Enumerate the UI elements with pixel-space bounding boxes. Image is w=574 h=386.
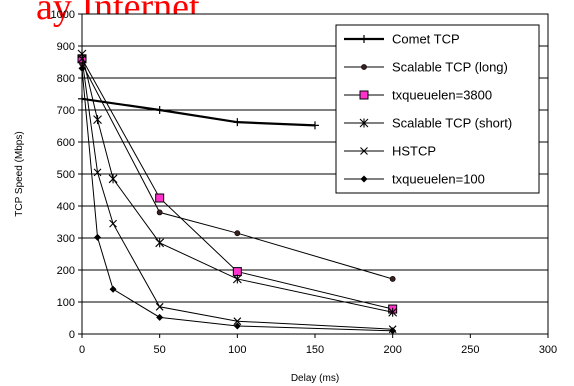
y-tick-label-700: 700 <box>57 105 75 117</box>
x-tick-label-200: 200 <box>383 344 401 356</box>
series-line-5 <box>81 68 393 332</box>
data-point-s3-3 <box>155 238 165 248</box>
data-point-s3-4 <box>232 274 242 284</box>
legend-marker-1 <box>361 64 367 70</box>
data-point-s4-2 <box>109 219 117 228</box>
x-tick-label-0: 0 <box>79 344 85 356</box>
data-point-s0-1 <box>155 106 164 114</box>
data-point-s4-1 <box>93 168 102 177</box>
data-point-s0-3 <box>311 121 319 130</box>
y-tick-label-800: 800 <box>57 73 75 85</box>
data-point-s5-5 <box>389 327 397 335</box>
legend-label-0: Comet TCP <box>392 32 460 47</box>
legend-marker-4 <box>360 147 368 155</box>
y-tick-label-600: 600 <box>57 137 75 149</box>
data-point-s1-3 <box>389 276 396 282</box>
y-tick-label-400: 400 <box>57 201 75 213</box>
data-point-s3-2 <box>108 174 118 184</box>
y-tick-label-0: 0 <box>69 329 75 341</box>
legend-label-3: Scalable TCP (short) <box>392 116 512 131</box>
data-point-s4-0 <box>78 54 86 63</box>
series-line-0 <box>81 97 316 127</box>
x-tick-label-300: 300 <box>539 344 557 356</box>
series-line-3 <box>81 53 393 313</box>
legend-label-5: txqueuelen=100 <box>392 172 485 187</box>
data-point-s5-3 <box>156 313 164 321</box>
data-point-s4-3 <box>155 302 164 311</box>
legend-label-1: Scalable TCP (long) <box>392 60 508 75</box>
legend-marker-2 <box>359 90 369 100</box>
data-point-s3-1 <box>93 115 102 125</box>
data-point-s5-2 <box>109 285 117 293</box>
series-line-2 <box>81 58 393 310</box>
data-point-s5-1 <box>94 233 102 241</box>
y-tick-label-100: 100 <box>57 297 75 309</box>
y-axis-ticks: 0 100 200 300 400 500 600 700 800 900 1000 <box>51 9 82 341</box>
x-axis-ticks: 0 50 100 150 200 250 300 <box>79 334 557 356</box>
y-tick-label-1000: 1000 <box>51 9 75 21</box>
y-axis-title: TCP Speed (Mbps) <box>14 131 25 216</box>
data-point-s1-1 <box>156 209 163 216</box>
series-0 <box>78 94 319 130</box>
legend-marker-3 <box>359 118 369 128</box>
legend-label-2: txqueuelen=3800 <box>392 88 492 103</box>
series-3 <box>77 49 398 317</box>
legend: Comet TCP Scalable TCP (long) txqueuelen=3… <box>335 24 540 194</box>
data-point-s1-2 <box>234 230 241 237</box>
legend-entry-5: txqueuelen=100 <box>344 172 485 187</box>
x-tick-label-150: 150 <box>306 344 324 356</box>
legend-entry-1: Scalable TCP (long) <box>344 60 508 75</box>
legend-marker-5 <box>360 175 368 183</box>
data-point-s2-2 <box>232 267 242 277</box>
legend-entry-4: HSTCP <box>344 144 436 159</box>
data-point-s0-2 <box>233 118 242 127</box>
data-point-s5-4 <box>233 322 241 330</box>
legend-box <box>335 24 540 194</box>
x-axis-title: Delay (ms) <box>291 373 339 384</box>
legend-entry-2: txqueuelen=3800 <box>344 88 492 103</box>
y-tick-label-500: 500 <box>57 169 75 181</box>
series-5 <box>78 64 397 335</box>
series-line-4 <box>81 58 393 330</box>
data-point-s4-4 <box>233 317 242 326</box>
y-tick-label-300: 300 <box>57 233 75 245</box>
legend-entry-0: Comet TCP <box>344 32 460 47</box>
legend-label-4: HSTCP <box>392 144 436 159</box>
legend-entry-3: Scalable TCP (short) <box>344 116 512 131</box>
x-tick-label-50: 50 <box>154 344 166 356</box>
data-point-s2-1 <box>155 193 165 203</box>
x-tick-label-100: 100 <box>228 344 246 356</box>
y-tick-label-200: 200 <box>57 265 75 277</box>
legend-marker-0 <box>360 35 368 43</box>
data-point-s5-0 <box>78 64 86 72</box>
y-tick-label-900: 900 <box>57 41 75 53</box>
series-layer <box>77 49 398 335</box>
series-line-1 <box>81 63 393 280</box>
x-tick-label-250: 250 <box>461 344 479 356</box>
data-point-s3-5 <box>388 307 398 317</box>
